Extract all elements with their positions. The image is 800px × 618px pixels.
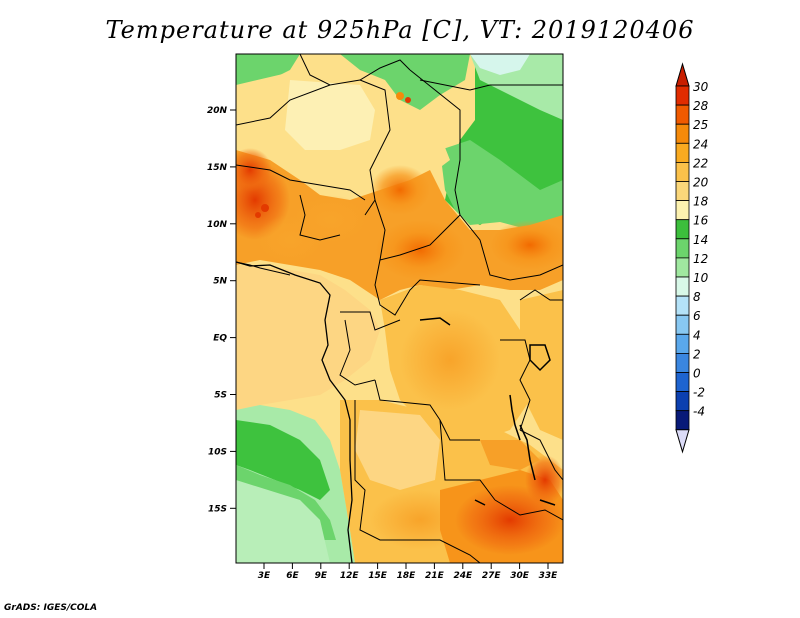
temperature-field bbox=[236, 54, 563, 563]
legend-label: 20 bbox=[693, 176, 709, 190]
lon-tick-label: 33E bbox=[539, 571, 559, 581]
legend-label: -4 bbox=[693, 405, 705, 419]
legend-swatch bbox=[675, 352, 690, 373]
legend-label: 24 bbox=[693, 137, 708, 151]
legend-swatch bbox=[675, 161, 690, 182]
legend-swatch bbox=[675, 85, 690, 106]
lon-tick-label: 15E bbox=[368, 571, 388, 581]
legend-swatch bbox=[675, 276, 690, 297]
lon-tick-label: 27E bbox=[482, 571, 502, 581]
legend-swatch bbox=[675, 372, 690, 393]
legend-swatch bbox=[675, 123, 690, 144]
lon-tick-label: 18E bbox=[397, 571, 417, 581]
legend-label: 2 bbox=[693, 347, 701, 361]
legend-swatch bbox=[675, 333, 690, 354]
legend-swatch bbox=[675, 410, 690, 431]
legend-label: -2 bbox=[693, 386, 705, 400]
lat-tick-label: EQ bbox=[213, 334, 227, 344]
legend-swatch bbox=[675, 104, 690, 125]
legend-label: 10 bbox=[693, 271, 709, 285]
lon-tick-label: 6E bbox=[286, 571, 299, 581]
legend-label: 8 bbox=[693, 290, 701, 304]
legend-swatch bbox=[675, 295, 690, 316]
legend-swatch bbox=[675, 257, 690, 278]
lat-tick-label: 10N bbox=[207, 220, 228, 230]
lakes bbox=[419, 317, 556, 506]
legend-swatch bbox=[675, 142, 690, 163]
legend-swatch bbox=[675, 200, 690, 221]
lon-tick-label: 30E bbox=[510, 571, 530, 581]
legend-swatch bbox=[675, 391, 690, 412]
lon-tick-label: 3E bbox=[258, 571, 271, 581]
lon-tick-label: 21E bbox=[425, 571, 445, 581]
legend-bottom-arrow bbox=[675, 429, 690, 454]
longitude-axis: 3E 6E 9E 12E 15E 18E 21E 24E 27E 30E 33E bbox=[258, 563, 558, 581]
legend-label: 16 bbox=[693, 214, 709, 228]
legend-swatch bbox=[675, 238, 690, 259]
map-frame bbox=[235, 53, 564, 564]
chart-title: Temperature at 925hPa [C], VT: 201912040… bbox=[105, 16, 695, 44]
legend-label: 25 bbox=[693, 118, 708, 132]
credit-text: GrADS: IGES/COLA bbox=[4, 603, 98, 613]
legend-top-arrow bbox=[675, 62, 690, 87]
legend-swatch bbox=[675, 219, 690, 240]
lon-tick-label: 9E bbox=[315, 571, 328, 581]
legend-label: 18 bbox=[693, 195, 709, 209]
latitude-axis: 20N 15N 10N 5N EQ 5S 10S 15S bbox=[207, 106, 236, 514]
legend-label: 22 bbox=[693, 156, 708, 170]
lon-tick-label: 24E bbox=[453, 571, 473, 581]
coastline bbox=[236, 261, 353, 563]
legend-swatch bbox=[675, 314, 690, 335]
legend-label: 28 bbox=[693, 99, 709, 113]
legend-label: 6 bbox=[693, 309, 701, 323]
lat-tick-label: 15S bbox=[208, 504, 227, 514]
lat-tick-label: 5S bbox=[214, 391, 227, 401]
lat-tick-label: 20N bbox=[207, 106, 228, 116]
lon-tick-label: 12E bbox=[340, 571, 360, 581]
lat-tick-label: 15N bbox=[207, 163, 228, 173]
legend-label: 12 bbox=[693, 252, 708, 266]
legend-swatch bbox=[675, 181, 690, 202]
legend-label: 0 bbox=[693, 367, 701, 381]
legend-label: 30 bbox=[693, 80, 709, 94]
lat-tick-label: 10S bbox=[208, 447, 227, 457]
country-borders bbox=[236, 54, 563, 563]
legend-label: 4 bbox=[693, 328, 701, 342]
lat-tick-label: 5N bbox=[213, 277, 227, 287]
legend-label: 14 bbox=[693, 233, 708, 247]
